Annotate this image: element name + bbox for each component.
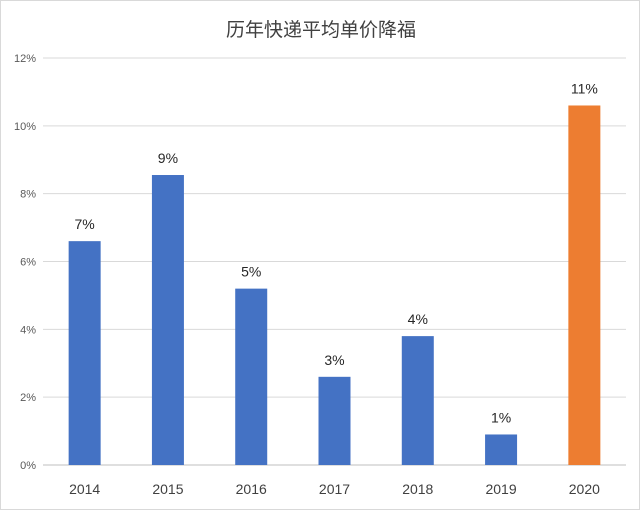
bar (235, 288, 268, 465)
y-tick-label: 2% (20, 392, 36, 404)
data-label: 3% (324, 352, 344, 368)
bar (485, 434, 518, 465)
data-label: 7% (75, 216, 95, 232)
y-tick-label: 8% (20, 189, 36, 201)
data-label: 11% (571, 80, 598, 96)
bar (68, 241, 101, 465)
x-tick-label: 2014 (69, 481, 100, 497)
x-tick-label: 2019 (485, 481, 516, 497)
y-tick-label: 12% (14, 53, 36, 65)
y-tick-label: 6% (20, 257, 36, 269)
data-label: 9% (158, 150, 178, 166)
chart-title: 历年快递平均单价降福 (225, 19, 416, 41)
x-tick-label: 2017 (319, 481, 350, 497)
data-label: 4% (408, 311, 428, 327)
bar (401, 336, 434, 465)
y-tick-label: 10% (14, 121, 36, 133)
bar (151, 175, 184, 465)
x-tick-label: 2020 (569, 481, 600, 497)
data-label: 5% (241, 264, 261, 280)
bar (568, 105, 601, 465)
bar (318, 376, 351, 465)
x-tick-label: 2015 (152, 481, 183, 497)
y-tick-label: 0% (20, 460, 36, 472)
x-tick-label: 2018 (402, 481, 433, 497)
y-tick-label: 4% (20, 324, 36, 336)
data-label: 1% (491, 409, 511, 425)
x-tick-label: 2016 (236, 481, 267, 497)
